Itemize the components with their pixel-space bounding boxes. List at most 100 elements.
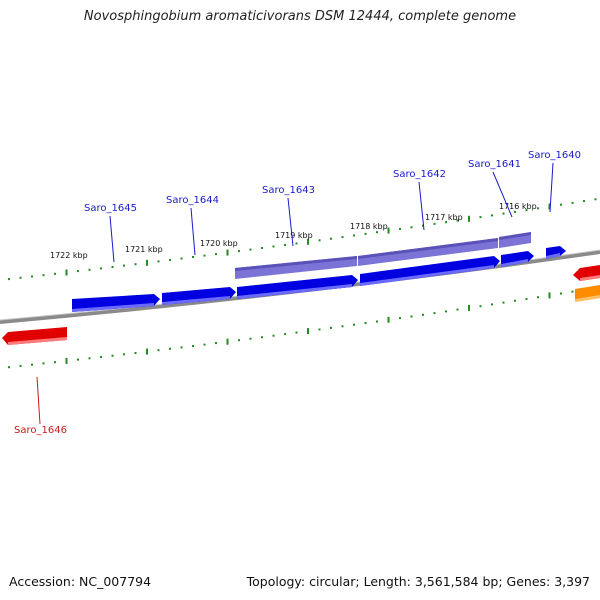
gene-label-saro-1641[interactable]: Saro_1641 [468,159,521,170]
minor-tick [272,245,275,248]
minor-tick [215,253,217,256]
gene-arrow-offscreen-red[interactable] [573,265,600,281]
minor-tick [180,346,183,349]
minor-tick [215,342,217,345]
minor-tick [19,364,22,367]
tick-label-1718: 1718 kbp [350,222,388,231]
gene-label-saro-1645[interactable]: Saro_1645 [84,203,137,214]
gene-feature-shaded-1642[interactable] [358,238,498,266]
minor-tick [123,353,125,356]
minor-tick [364,232,367,235]
minor-tick [31,363,33,366]
gene-arrow-saro-1644[interactable] [162,287,236,305]
minor-tick [318,239,321,242]
minor-tick [410,226,413,229]
minor-tick [295,331,298,334]
gene-arrow-saro-1645[interactable] [72,294,160,312]
minor-tick [341,236,344,239]
minor-tick [433,312,436,315]
minor-tick [192,345,194,347]
minor-tick [134,263,137,266]
minor-tick [445,221,447,224]
leader-line-saro-1641 [492,171,513,218]
minor-tick [238,250,240,253]
minor-tick [399,227,401,230]
gene-label-saro-1640[interactable]: Saro_1640 [528,150,581,161]
leader-line-saro-1643 [287,197,294,247]
minor-tick [54,272,56,275]
minor-tick [479,305,482,308]
minor-tick [249,337,252,340]
minor-tick [54,361,56,364]
minor-tick [284,244,286,246]
minor-tick [422,224,424,227]
minor-tick [88,268,91,271]
minor-tick [157,349,160,352]
minor-tick [502,301,505,304]
major-tick [548,203,551,210]
minor-tick [19,276,22,279]
minor-tick [272,334,275,337]
gene-label-saro-1646[interactable]: Saro_1646 [14,425,67,436]
gene-label-saro-1643[interactable]: Saro_1643 [262,185,315,196]
accession-label: Accession: NC_007794 [9,574,152,589]
major-tick [226,338,229,345]
gene-arrow-offscreen-orange[interactable] [575,285,600,302]
minor-tick [353,323,355,326]
gene-arrow-saro-1640[interactable] [546,246,566,259]
major-tick [307,328,309,335]
gene-feature-shaded-1643[interactable] [235,256,357,279]
major-tick [307,238,309,245]
minor-tick [364,322,367,325]
tick-label-1716: 1716 kbp [499,202,537,211]
minor-tick [8,278,10,281]
gene-arrow-saro-1641[interactable] [501,251,534,267]
minor-tick [8,366,10,369]
minor-tick [238,339,240,342]
minor-tick [157,260,160,263]
genome-summary: Topology: circular; Length: 3,561,584 bp… [246,574,590,589]
gene-label-saro-1642[interactable]: Saro_1642 [393,169,446,180]
minor-tick [456,219,459,222]
major-tick [468,304,470,311]
minor-tick [433,222,436,225]
minor-tick [203,254,206,257]
minor-tick [42,362,45,365]
minor-tick [376,231,378,234]
minor-tick [445,310,447,313]
minor-tick [594,198,597,201]
major-tick [65,357,68,364]
gene-arrow-saro-1643[interactable] [237,275,358,299]
minor-tick [560,203,562,206]
minor-tick [284,333,286,336]
minor-tick [560,292,562,295]
major-tick [65,269,68,276]
gene-label-saro-1644[interactable]: Saro_1644 [166,195,219,206]
gene-feature-shaded-1641[interactable] [499,232,531,248]
minor-tick [261,247,263,249]
tick-label-1721: 1721 kbp [125,245,163,254]
gene-arrow-saro-1642[interactable] [360,256,500,286]
minor-tick [330,326,332,329]
leader-line-saro-1640 [549,162,554,213]
tick-label-1722: 1722 kbp [50,251,88,260]
minor-tick [410,315,413,318]
minor-tick [525,209,528,212]
minor-tick [491,214,493,217]
minor-tick [583,200,585,203]
minor-tick [514,210,516,213]
tick-label-1717: 1717 kbp [425,213,463,222]
minor-tick [422,313,424,316]
minor-tick [192,256,194,258]
minor-tick [203,343,206,346]
minor-tick [491,303,493,306]
minor-tick [571,290,574,293]
minor-tick [169,258,171,261]
minor-tick [249,248,252,251]
minor-tick [525,298,528,300]
major-tick [146,259,148,266]
minor-tick [31,275,33,278]
tick-ruler-upper [8,198,597,281]
gene-arrow-saro-1646[interactable] [2,327,67,345]
